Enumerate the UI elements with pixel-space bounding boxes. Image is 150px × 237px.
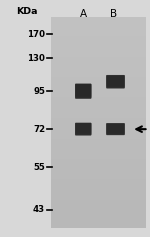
Text: 55: 55 <box>33 163 45 172</box>
Text: 72: 72 <box>33 125 45 134</box>
FancyBboxPatch shape <box>75 84 92 98</box>
FancyBboxPatch shape <box>106 123 125 134</box>
FancyBboxPatch shape <box>75 123 92 135</box>
Text: KDa: KDa <box>16 7 38 16</box>
FancyBboxPatch shape <box>106 75 125 88</box>
FancyBboxPatch shape <box>106 123 125 135</box>
FancyBboxPatch shape <box>75 84 92 98</box>
Text: B: B <box>110 9 118 19</box>
FancyBboxPatch shape <box>106 123 125 135</box>
Text: A: A <box>80 9 87 19</box>
FancyBboxPatch shape <box>75 123 92 134</box>
FancyBboxPatch shape <box>75 84 92 98</box>
Text: 170: 170 <box>27 30 45 39</box>
FancyBboxPatch shape <box>75 84 91 99</box>
FancyBboxPatch shape <box>106 123 125 135</box>
FancyBboxPatch shape <box>75 123 92 135</box>
FancyBboxPatch shape <box>106 75 125 88</box>
FancyBboxPatch shape <box>75 84 92 97</box>
FancyBboxPatch shape <box>106 75 125 88</box>
FancyBboxPatch shape <box>106 123 125 135</box>
FancyBboxPatch shape <box>51 17 146 228</box>
FancyBboxPatch shape <box>75 123 92 136</box>
FancyBboxPatch shape <box>75 84 92 99</box>
Text: 130: 130 <box>27 54 45 63</box>
FancyBboxPatch shape <box>75 84 92 99</box>
FancyBboxPatch shape <box>106 123 125 134</box>
FancyBboxPatch shape <box>106 123 125 135</box>
FancyBboxPatch shape <box>75 123 92 135</box>
Text: 95: 95 <box>33 87 45 96</box>
FancyBboxPatch shape <box>106 75 125 88</box>
FancyBboxPatch shape <box>75 123 91 136</box>
Text: 43: 43 <box>33 205 45 214</box>
FancyBboxPatch shape <box>106 75 125 87</box>
FancyBboxPatch shape <box>106 75 125 89</box>
FancyBboxPatch shape <box>106 75 125 88</box>
FancyBboxPatch shape <box>75 123 92 135</box>
FancyBboxPatch shape <box>75 84 92 97</box>
